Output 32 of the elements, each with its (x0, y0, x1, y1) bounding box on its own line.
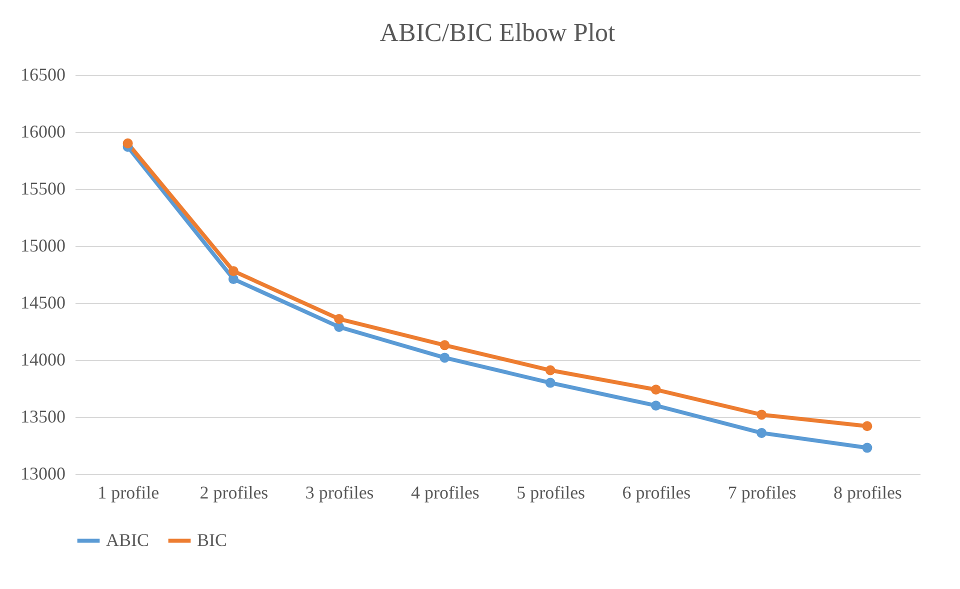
point (756, 410, 767, 420)
x-tick-label: 7 profiles (728, 482, 796, 502)
point (228, 266, 238, 276)
point (756, 428, 767, 438)
y-tick-label: 16500 (20, 64, 66, 84)
point (650, 400, 661, 411)
x-tick-label: 3 profiles (305, 482, 374, 502)
legend-label: ABIC (106, 530, 150, 550)
chart-title: ABIC/BIC Elbow Plot (380, 18, 616, 47)
y-tick-label: 15500 (20, 178, 66, 198)
y-tick-label: 14000 (20, 350, 66, 370)
y-tick-label: 15000 (20, 236, 66, 256)
point (122, 138, 133, 148)
x-tick-label: 6 profiles (622, 482, 691, 502)
x-tick-label: 5 profiles (516, 482, 586, 502)
x-tick-label: 2 profiles (200, 482, 268, 502)
point (440, 340, 450, 350)
point (545, 365, 556, 376)
y-tick-label: 16000 (20, 122, 66, 142)
point (862, 421, 872, 432)
legend-label: BIC (197, 530, 228, 550)
y-tick-label: 13500 (20, 406, 66, 426)
point (334, 314, 344, 324)
point (650, 384, 661, 395)
point (440, 352, 450, 363)
y-tick-label: 14500 (20, 292, 66, 312)
x-tick-label: 8 profiles (833, 482, 902, 502)
x-tick-label: 4 profiles (410, 482, 480, 502)
point (862, 442, 872, 453)
y-tick-label: 13000 (20, 464, 66, 484)
x-tick-label: 1 profile (98, 482, 160, 502)
point (545, 378, 556, 388)
